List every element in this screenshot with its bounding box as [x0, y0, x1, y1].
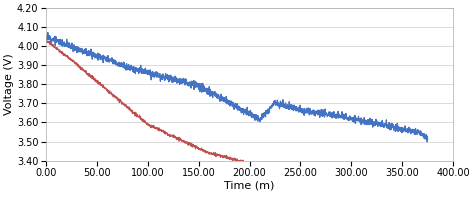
Without using the Solar Panel — [137, 114, 142, 117]
Without using the Solar Panel — [262, 172, 268, 175]
Without using the Solar Panel — [199, 148, 205, 150]
Using the Solar Panel — [414, 131, 419, 134]
Using the Solar Panel — [424, 140, 430, 143]
Using the Solar Panel — [414, 131, 419, 134]
Line: Using the Solar Panel: Using the Solar Panel — [46, 33, 428, 142]
Using the Solar Panel — [43, 35, 49, 37]
Y-axis label: Voltage (V): Voltage (V) — [4, 54, 14, 115]
Using the Solar Panel — [425, 138, 430, 140]
Line: Without using the Solar Panel: Without using the Solar Panel — [46, 40, 265, 174]
Using the Solar Panel — [45, 31, 51, 34]
Without using the Solar Panel — [260, 173, 265, 176]
Using the Solar Panel — [63, 43, 69, 45]
Without using the Solar Panel — [232, 158, 238, 161]
Using the Solar Panel — [219, 97, 225, 99]
Using the Solar Panel — [344, 117, 349, 119]
X-axis label: Time (m): Time (m) — [224, 181, 275, 191]
Without using the Solar Panel — [100, 85, 106, 88]
Without using the Solar Panel — [43, 39, 49, 42]
Without using the Solar Panel — [208, 152, 214, 155]
Using the Solar Panel — [229, 103, 235, 106]
Without using the Solar Panel — [67, 57, 73, 60]
